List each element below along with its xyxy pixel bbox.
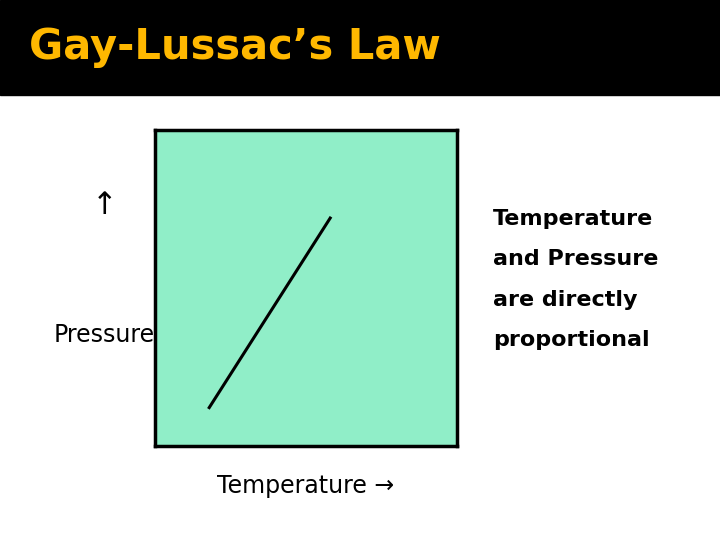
Text: Pressure: Pressure xyxy=(54,323,155,347)
Text: proportional: proportional xyxy=(493,330,650,350)
Text: and Pressure: and Pressure xyxy=(493,249,659,269)
Text: ↑: ↑ xyxy=(91,191,117,220)
Text: Temperature →: Temperature → xyxy=(217,474,395,498)
Text: Temperature: Temperature xyxy=(493,208,654,229)
Text: are directly: are directly xyxy=(493,289,638,310)
Text: Gay-Lussac’s Law: Gay-Lussac’s Law xyxy=(29,26,441,68)
